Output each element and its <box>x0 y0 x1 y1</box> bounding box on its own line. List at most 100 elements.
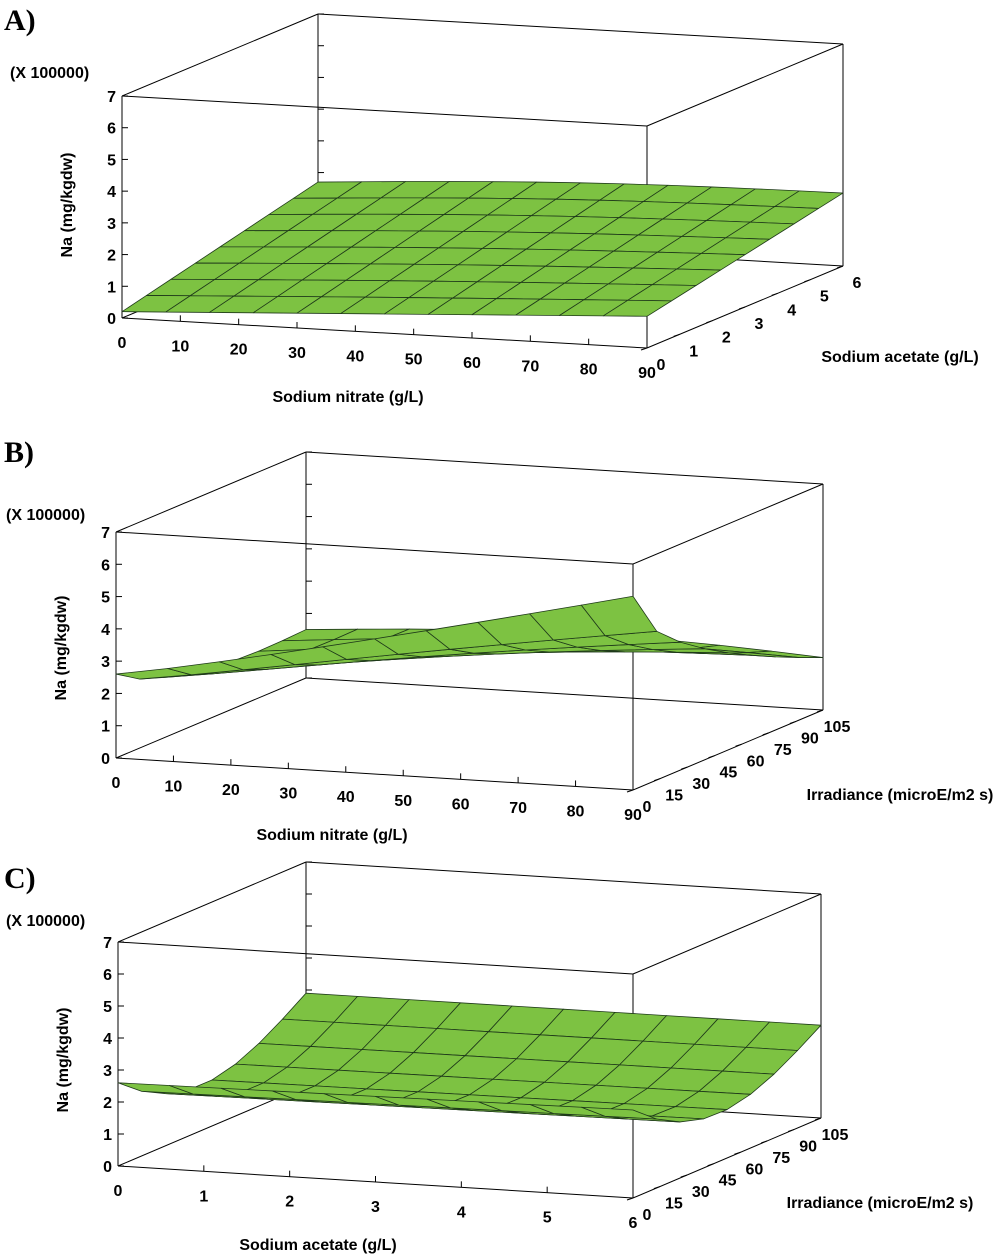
x-tick-label: 30 <box>279 786 297 803</box>
y-tick <box>626 1197 634 1201</box>
y-tick-label: 15 <box>665 1196 683 1213</box>
box-edge <box>317 13 844 45</box>
y-tick-label: 4 <box>787 302 796 319</box>
z-multiplier-label: (X 100000) <box>6 507 85 524</box>
x-tick-label: 80 <box>580 362 598 379</box>
y-tick <box>626 789 634 793</box>
x-tick-label: 1 <box>199 1188 208 1205</box>
z-tick-label: 0 <box>101 751 110 768</box>
x-tick-label: 0 <box>114 1183 123 1200</box>
x-tick-label: 40 <box>337 789 355 806</box>
x-axis-title: Sodium nitrate (g/L) <box>256 827 407 844</box>
x-tick-label: 80 <box>567 803 585 820</box>
box-edge <box>117 941 634 975</box>
x-tick-label: 6 <box>629 1215 638 1232</box>
z-tick-label: 4 <box>101 622 110 639</box>
y-tick <box>653 778 661 782</box>
y-tick-label: 105 <box>822 1127 849 1144</box>
surface-cell <box>602 299 672 317</box>
y-tick-label: 90 <box>801 730 819 747</box>
box-edge <box>305 861 822 895</box>
y-tick-label: 3 <box>755 316 764 333</box>
y-tick <box>789 720 797 724</box>
y-tick <box>708 755 715 759</box>
box-edge <box>115 531 634 565</box>
panel-label: C) <box>4 862 36 895</box>
y-tick <box>787 1128 795 1132</box>
z-axis-title: Na (mg/kgdw) <box>55 1008 72 1113</box>
x-tick-label: 5 <box>543 1210 552 1227</box>
box-edge <box>121 95 648 127</box>
z-tick-label: 7 <box>103 935 112 952</box>
y-tick <box>673 333 680 337</box>
z-tick-label: 1 <box>101 719 110 736</box>
y-tick-label: 75 <box>772 1150 790 1167</box>
y-tick <box>771 292 778 296</box>
y-tick <box>653 1186 661 1190</box>
y-tick <box>738 306 746 310</box>
box-edge <box>632 893 822 975</box>
y-tick-label: 1 <box>689 343 698 360</box>
y-axis-title: Irradiance (microE/m2 s) <box>787 1195 974 1212</box>
x-tick-label: 30 <box>288 345 306 362</box>
x-tick-label: 70 <box>509 800 527 817</box>
box-edge <box>115 677 307 759</box>
y-tick <box>762 732 769 736</box>
y-tick-label: 30 <box>692 776 710 793</box>
y-axis-title: Sodium acetate (g/L) <box>821 349 978 366</box>
z-tick-label: 2 <box>101 686 110 703</box>
y-tick <box>706 320 713 324</box>
x-tick-label: 20 <box>230 342 248 359</box>
panel-label: B) <box>4 436 34 469</box>
z-tick-label: 5 <box>103 999 112 1016</box>
x-tick-label: 0 <box>112 775 121 792</box>
y-tick <box>804 279 811 283</box>
z-multiplier-label: (X 100000) <box>6 913 85 930</box>
y-tick <box>681 766 688 770</box>
panel-label: A) <box>4 4 36 37</box>
box-edge <box>632 483 824 565</box>
z-tick-label: 1 <box>103 1127 112 1144</box>
x-tick-label: 60 <box>452 796 470 813</box>
x-tick-label: 10 <box>165 779 183 796</box>
y-tick-label: 2 <box>722 330 731 347</box>
x-tick-label: 0 <box>118 335 127 352</box>
z-tick-label: 2 <box>103 1095 112 1112</box>
z-tick-label: 7 <box>107 89 116 106</box>
y-tick <box>640 347 648 351</box>
y-tick-label: 0 <box>643 1207 652 1224</box>
y-tick-label: 105 <box>824 719 851 736</box>
y-axis-title: Irradiance (microE/m2 s) <box>807 787 994 804</box>
box-edge <box>305 451 824 485</box>
z-multiplier-label: (X 100000) <box>10 65 89 82</box>
x-tick-label: 20 <box>222 782 240 799</box>
y-tick <box>816 709 824 713</box>
z-axis-title: Na (mg/kgdw) <box>53 596 70 701</box>
surface-cell <box>580 595 658 637</box>
y-tick-label: 90 <box>799 1138 817 1155</box>
z-tick-label: 3 <box>103 1063 112 1080</box>
z-tick-label: 0 <box>107 311 116 328</box>
z-axis-title: Na (mg/kgdw) <box>59 153 76 258</box>
z-tick-label: 6 <box>101 557 110 574</box>
z-tick-label: 4 <box>103 1031 112 1048</box>
box-edge <box>646 43 844 127</box>
x-tick-label: 10 <box>171 338 189 355</box>
y-tick-label: 0 <box>657 357 666 374</box>
y-tick-label: 5 <box>820 289 829 306</box>
x-tick-label: 90 <box>624 807 642 824</box>
y-tick <box>734 1151 741 1155</box>
y-tick <box>814 1117 822 1121</box>
y-tick-label: 60 <box>746 1161 764 1178</box>
x-tick-label: 50 <box>394 793 412 810</box>
z-tick-label: 0 <box>103 1159 112 1176</box>
y-tick-label: 45 <box>719 1173 737 1190</box>
box-edge <box>121 13 319 97</box>
z-tick-label: 3 <box>101 654 110 671</box>
box-edge <box>305 677 824 711</box>
z-tick-label: 6 <box>107 121 116 138</box>
x-axis-title: Sodium acetate (g/L) <box>239 1237 396 1254</box>
z-tick-label: 4 <box>107 184 116 201</box>
